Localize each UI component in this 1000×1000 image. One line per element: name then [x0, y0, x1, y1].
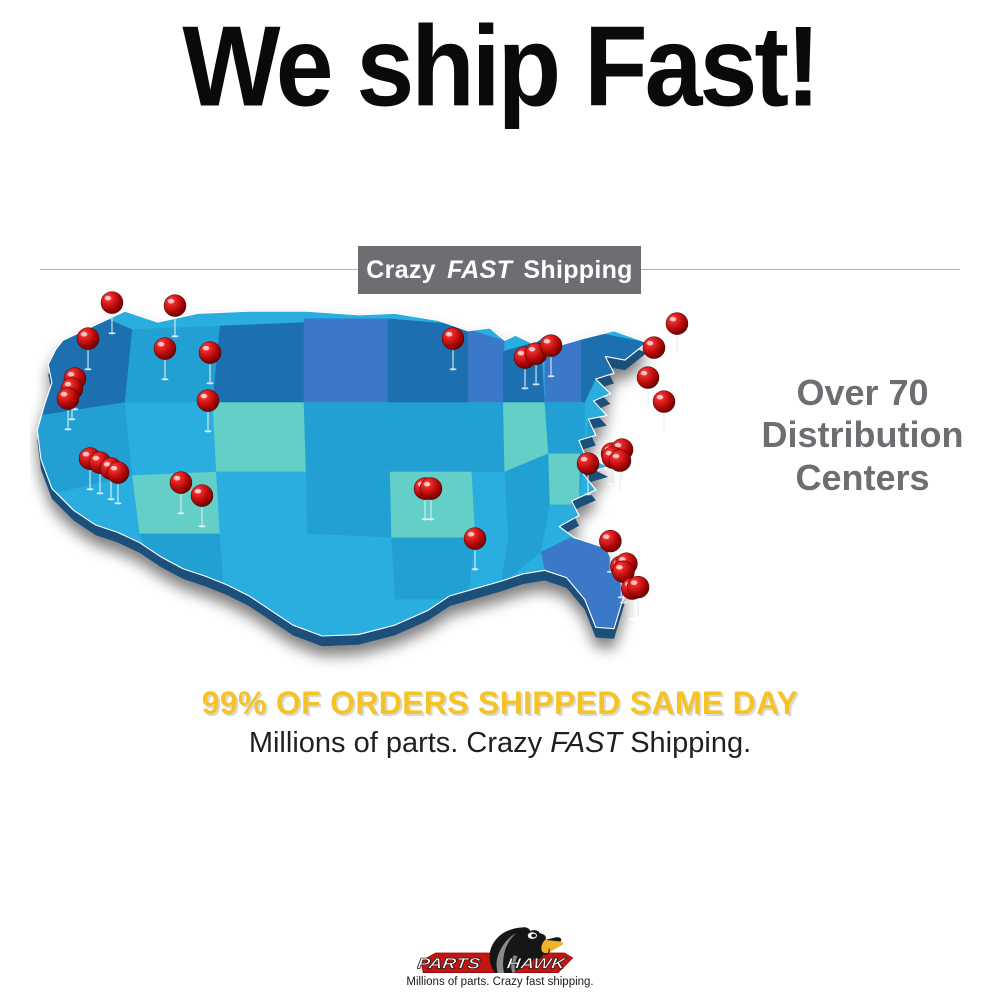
- svg-text:HAWK: HAWK: [506, 954, 568, 971]
- svg-text:PARTS: PARTS: [417, 954, 482, 971]
